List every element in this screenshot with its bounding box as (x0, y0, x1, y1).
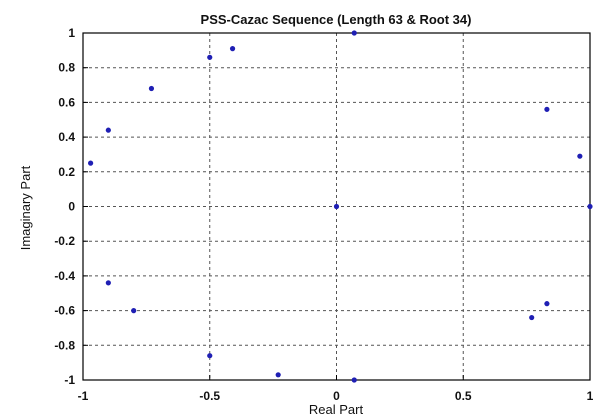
x-tick-label: -1 (78, 389, 89, 403)
data-point (351, 30, 357, 36)
y-tick-label: 0.2 (58, 165, 75, 179)
y-tick-label: -0.8 (54, 338, 75, 352)
y-tick-label: -0.6 (54, 304, 75, 318)
y-tick-label: 0 (68, 200, 75, 214)
data-point (333, 203, 340, 210)
x-tick-label: 0.5 (455, 389, 472, 403)
data-point (351, 377, 357, 383)
y-tick-label: -0.2 (54, 234, 75, 248)
y-tick-label: 0.4 (58, 130, 75, 144)
data-point (131, 308, 137, 314)
data-point (88, 160, 94, 166)
data-point (577, 153, 583, 159)
x-tick-label: 0 (333, 389, 340, 403)
y-tick-label: 1 (68, 26, 75, 40)
data-point (275, 372, 281, 378)
x-tick-label: -0.5 (199, 389, 220, 403)
data-point (105, 127, 111, 133)
data-point (544, 301, 550, 307)
y-tick-label: 0.8 (58, 61, 75, 75)
data-point (207, 54, 213, 60)
data-point (148, 85, 155, 92)
data-point (587, 203, 593, 210)
y-tick-label: -1 (64, 373, 75, 387)
data-point (105, 280, 111, 286)
data-point (229, 46, 236, 52)
plot-area: -1 -0.5 0 0.5 1 1 0.8 0.6 0.4 0.2 0 -0.2 -0.4 -0.6 -0.… (54, 26, 593, 403)
data-point (207, 353, 213, 359)
data-point (544, 106, 550, 112)
data-point (529, 314, 535, 321)
chart-title: PSS-Cazac Sequence (Length 63 & Root 34) (201, 12, 472, 27)
y-tick-label: 0.6 (58, 95, 75, 109)
y-axis-label: Imaginary Part (18, 165, 33, 250)
y-tick-label: -0.4 (54, 269, 75, 283)
x-axis-label: Real Part (309, 402, 364, 417)
x-tick-label: 1 (587, 389, 594, 403)
